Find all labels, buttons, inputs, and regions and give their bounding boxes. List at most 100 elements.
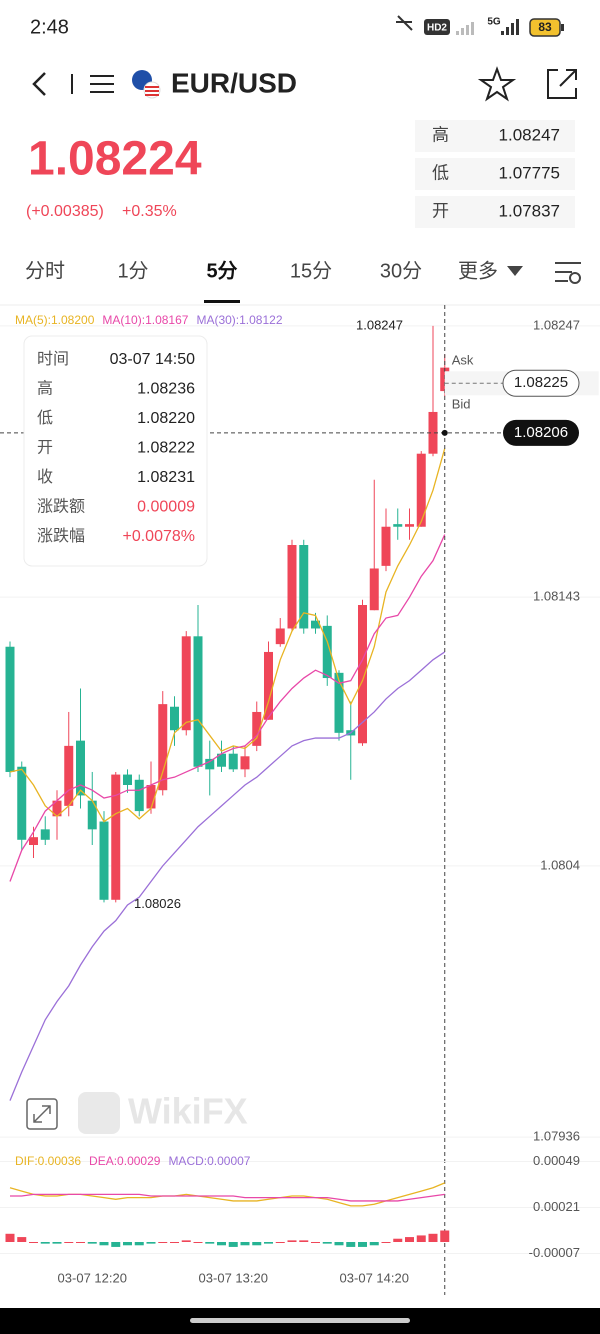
macd-bar <box>205 1242 215 1244</box>
back-button[interactable] <box>32 72 46 96</box>
tooltip-label: 低 <box>37 409 53 427</box>
candle-body <box>76 740 85 796</box>
tab[interactable]: 分时 <box>25 259 65 282</box>
candle-body <box>29 837 38 845</box>
macd-bar <box>99 1242 109 1246</box>
indicator-line <box>9 651 446 1101</box>
tooltip-value: 1.08236 <box>137 381 195 398</box>
y-tick-label: 1.07936 <box>533 1129 580 1144</box>
candle-body <box>111 774 121 900</box>
candle-body <box>428 411 438 454</box>
candle-body <box>181 636 191 731</box>
tooltip-label: 高 <box>37 380 53 398</box>
macd-bar <box>111 1242 121 1247</box>
macd-bar <box>252 1242 262 1246</box>
home-indicator[interactable] <box>190 1318 410 1323</box>
candle-body <box>416 453 426 527</box>
macd-bar <box>311 1242 320 1243</box>
tooltip-box <box>23 335 208 567</box>
settings-gear <box>569 272 581 284</box>
stat-value: 1.07837 <box>499 201 560 220</box>
tooltip-value: 03-07 14:50 <box>110 351 196 368</box>
tooltip-label: 涨跌幅 <box>37 527 85 545</box>
candle-body <box>99 821 109 900</box>
min-label: 1.08026 <box>134 896 181 911</box>
macd-bar <box>334 1242 344 1246</box>
candle-body <box>240 756 250 770</box>
stat-row <box>415 196 575 228</box>
macd-bar <box>170 1242 179 1243</box>
legend-entry: MA(5):1.08200 <box>15 313 95 327</box>
candle-body <box>146 785 156 809</box>
tab[interactable]: 15分 <box>290 259 332 282</box>
y-tick-label: 1.08143 <box>533 589 580 604</box>
symbol: EUR/USD <box>171 67 297 98</box>
watermark-logo <box>78 1092 120 1134</box>
stat-label: 高 <box>432 125 449 144</box>
candle-body <box>134 779 144 812</box>
status-icons: HD2 5G 83 <box>396 15 564 37</box>
macd-bar <box>381 1242 391 1243</box>
stat-label: 开 <box>432 201 449 220</box>
candle-body <box>123 774 132 785</box>
stat-label: 低 <box>432 163 449 182</box>
candle-body <box>217 753 226 767</box>
expand-button[interactable] <box>26 1098 58 1130</box>
candle-body <box>393 524 403 527</box>
favorite-button[interactable] <box>477 66 517 102</box>
share-button[interactable] <box>547 69 577 99</box>
candle-body <box>275 628 285 645</box>
x-tick-label: 03-07 14:20 <box>340 1270 409 1285</box>
more-arrow <box>507 266 523 276</box>
macd-bar <box>358 1242 367 1247</box>
macd-bar <box>146 1242 156 1244</box>
legend-entry: MA(30):1.08122 <box>196 313 282 327</box>
status-time: 2:48 <box>30 16 69 38</box>
macd-bar <box>87 1242 97 1244</box>
watermark: WikiFX <box>128 1091 248 1132</box>
candle-body <box>205 758 215 770</box>
last-price: 1.08224 <box>28 133 202 186</box>
candle-body <box>358 605 367 744</box>
bid-pill <box>503 419 579 446</box>
y-tick-label: -0.00007 <box>529 1245 580 1260</box>
y-tick-label: 0.00049 <box>533 1153 580 1168</box>
tooltip-value: 1.08220 <box>137 410 195 427</box>
candle-body <box>322 625 332 679</box>
macd-bar <box>193 1242 203 1243</box>
menu-button[interactable] <box>90 75 114 93</box>
macd-bar <box>287 1240 297 1242</box>
macd-bar <box>29 1242 38 1243</box>
stat-row <box>415 120 575 152</box>
candle-body <box>64 745 74 806</box>
macd-bar <box>5 1233 15 1242</box>
tab[interactable]: 1分 <box>117 259 148 282</box>
tooltip-value: 1.08231 <box>137 469 195 486</box>
candle-body <box>299 545 309 629</box>
macd-bar <box>123 1242 132 1246</box>
tab[interactable]: 30分 <box>380 259 422 282</box>
tooltip-value: 0.00009 <box>137 499 195 516</box>
crosshair-dot <box>441 429 448 436</box>
settings-button[interactable] <box>555 262 581 284</box>
indicator-line <box>9 534 446 882</box>
bid-price: 1.08206 <box>514 424 568 441</box>
macd-bar <box>322 1242 332 1244</box>
candle-body <box>334 672 344 733</box>
macd-bar <box>52 1242 62 1244</box>
battery-label: 83 <box>538 20 552 34</box>
candle-body <box>52 800 62 817</box>
tab-underline <box>204 300 240 303</box>
tab[interactable]: 5分 <box>206 259 237 282</box>
candle-body <box>264 651 273 720</box>
stat-value: 1.07775 <box>499 163 560 182</box>
macd-bar <box>76 1242 85 1243</box>
candle-body <box>405 524 414 527</box>
macd-bar <box>217 1242 226 1246</box>
candle-body <box>17 766 27 840</box>
candle-body <box>5 646 15 772</box>
candle-body <box>40 829 50 840</box>
macd-bar <box>416 1235 426 1242</box>
tab[interactable]: 更多 <box>458 259 498 282</box>
